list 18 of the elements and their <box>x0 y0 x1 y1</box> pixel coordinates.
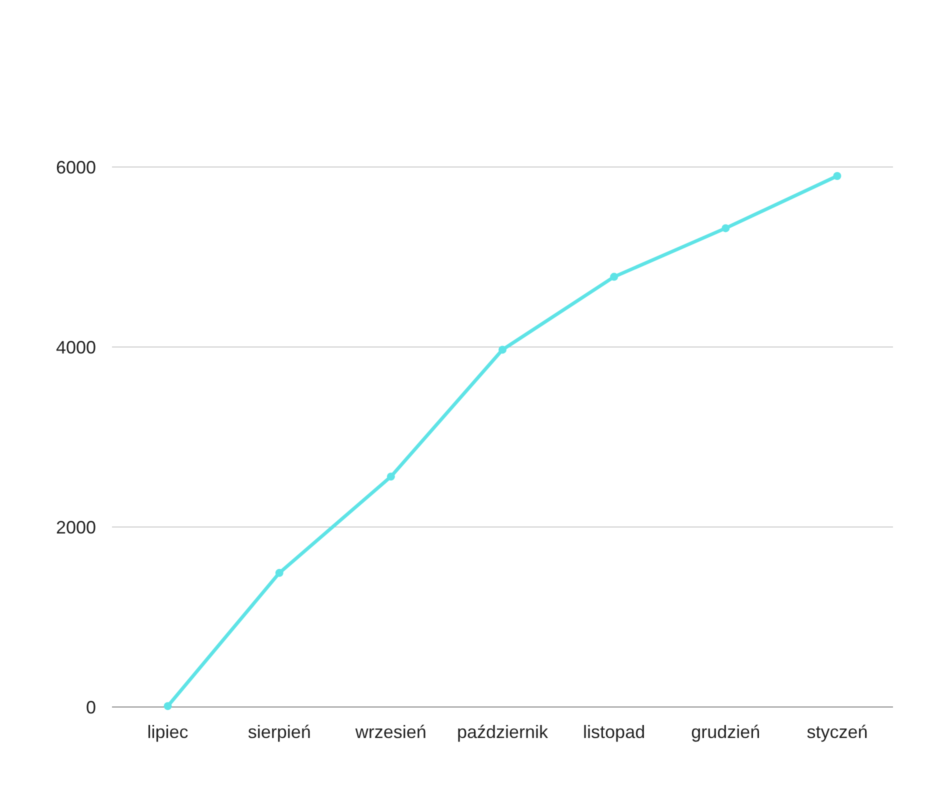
x-tick-label: listopad <box>583 722 646 742</box>
x-tick-label: styczeń <box>806 722 868 742</box>
x-tick-label: październik <box>456 722 550 742</box>
x-tick-label: sierpień <box>248 722 311 742</box>
point <box>722 224 730 232</box>
x-tick-label: grudzień <box>691 722 760 742</box>
y-tick-label: 0 <box>86 697 96 718</box>
point <box>386 472 395 481</box>
point <box>164 702 172 710</box>
point <box>498 346 506 354</box>
y-tick-label: 4000 <box>56 337 96 358</box>
y-tick-label: 6000 <box>56 157 96 178</box>
point <box>610 272 618 281</box>
x-tick-label: lipiec <box>147 722 188 742</box>
x-tick-label: wrzesień <box>354 722 426 742</box>
point <box>833 172 842 180</box>
y-tick-label: 2000 <box>56 517 96 538</box>
point <box>275 568 284 577</box>
